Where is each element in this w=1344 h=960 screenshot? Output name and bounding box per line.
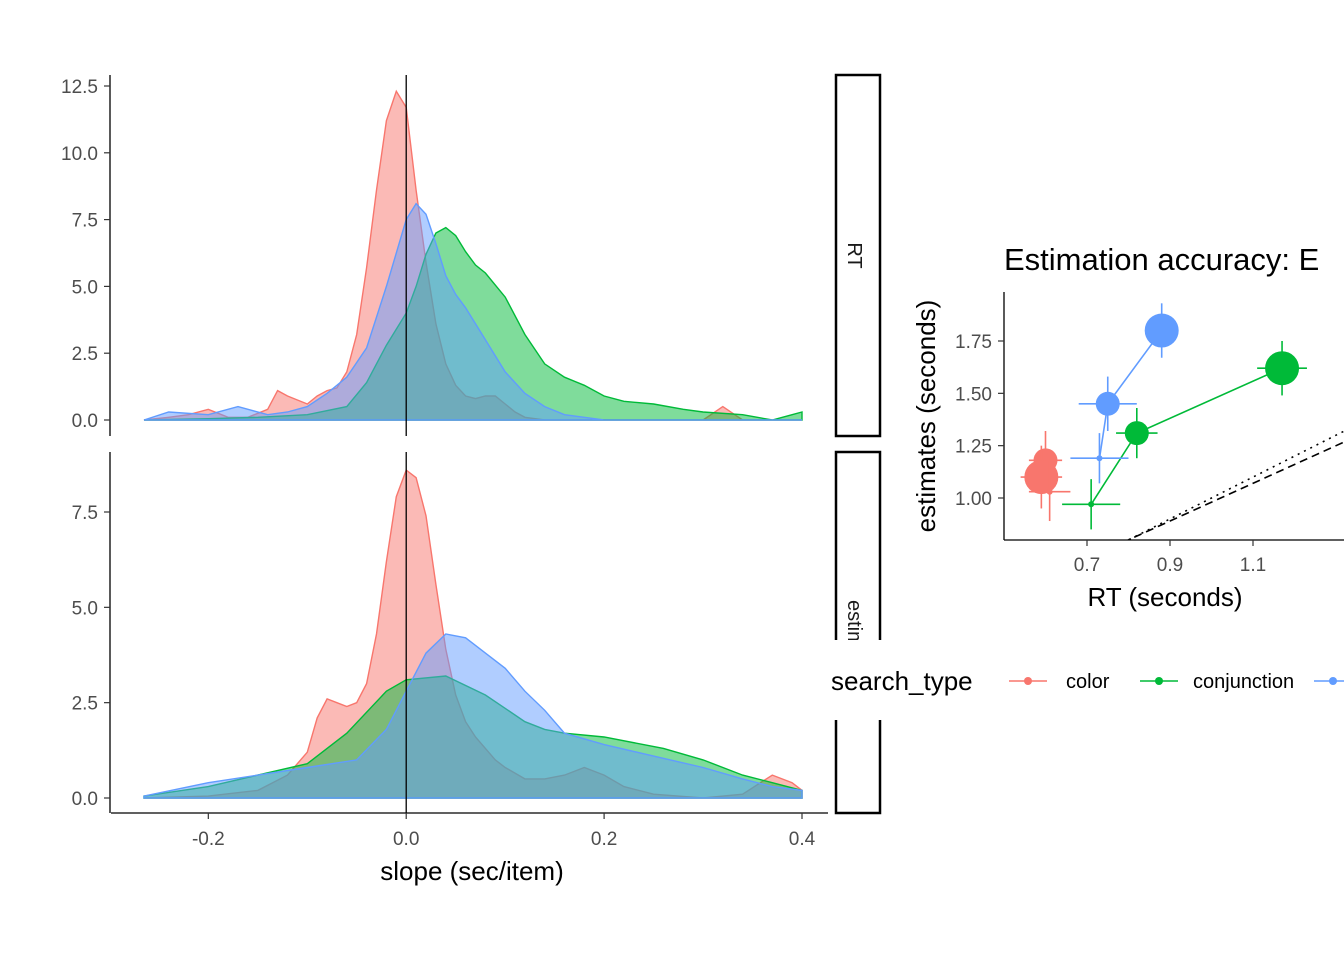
facet-strip-label: RT [843,242,865,268]
y-tick-label: 7.5 [72,503,98,524]
density-panel-estim: 0.0 2.5 5.0 7.5 [72,452,803,813]
density-panel-RT: 0.0 2.5 5.0 7.5 10.0 12.5 [61,75,803,436]
reference-line-dashed [1126,441,1344,540]
density-chart: 0.02.55.07.510.012.50.02.55.07.5-0.2 0.0 0… [61,75,828,886]
scatter-series-conjunction [1062,341,1307,530]
data-point [1096,455,1103,462]
scatter-title: Estimation accuracy: E [1004,242,1319,277]
x-axis: -0.2 0.0 0.2 0.4 [111,812,828,850]
legend-label: color [1066,671,1110,693]
legend-key-point [1024,677,1032,685]
y-tick-label: 0.0 [72,789,98,810]
data-point [1046,488,1053,495]
x-axis-title: slope (sec/item) [380,856,564,886]
y-tick-label: 7.5 [72,211,98,232]
scatter-plot-area [1020,303,1344,540]
scatter-y-tick-label: 1.50 [955,384,992,405]
scatter-chart: Estimation accuracy: E 1.00 1.25 1.50 1.75 0.… [911,242,1344,612]
x-tick-label: 0.4 [789,829,816,850]
x-tick-label: 0.0 [393,829,419,850]
scatter-y-tick-label: 1.00 [955,489,992,510]
facet-strips: RT estim [834,73,882,815]
scatter-series-color [1020,431,1071,522]
y-tick-label: 5.0 [72,277,98,298]
data-point [1024,460,1059,495]
scatter-y-tick-label: 1.75 [955,332,992,353]
data-point [1088,501,1095,508]
scatter-x-tick-label: 1.1 [1240,555,1266,576]
legend: search_type color conjunction [830,640,1344,720]
density-area-blue [143,202,802,421]
facet-strip-label: estim [843,600,865,648]
legend-item-conjunction: conjunction [1140,671,1294,693]
legend-key-point [1155,677,1163,685]
facet-strip-RT [834,73,882,438]
scatter-x-tick-label: 0.9 [1157,555,1183,576]
x-tick-label: -0.2 [192,829,225,850]
x-tick-label: 0.2 [591,829,617,850]
legend-title: search_type [831,666,973,696]
legend-label: conjunction [1193,671,1294,693]
y-tick-label: 2.5 [72,344,98,365]
legend-item-color: color [1009,671,1110,693]
facet-strip-estim [834,450,882,815]
scatter-y-axis-title: estimates (seconds) [911,300,941,533]
legend-item-blue [1314,677,1344,685]
data-point [1144,313,1179,348]
y-tick-label: 2.5 [72,694,98,715]
legend-background [830,640,1344,720]
data-point [1124,421,1149,446]
scatter-x-tick-label: 0.7 [1074,555,1100,576]
data-point [1095,391,1120,416]
density-area-blue [143,633,803,799]
y-tick-label: 10.0 [61,144,98,165]
scatter-x-axis-title: RT (seconds) [1087,582,1242,612]
data-point [1265,351,1300,386]
y-tick-label: 12.5 [61,77,98,98]
y-tick-label: 0.0 [72,411,98,432]
scatter-series-blue [1070,303,1179,484]
legend-key-point [1329,677,1337,685]
scatter-y-tick-label: 1.25 [955,437,992,458]
y-tick-label: 5.0 [72,598,98,619]
